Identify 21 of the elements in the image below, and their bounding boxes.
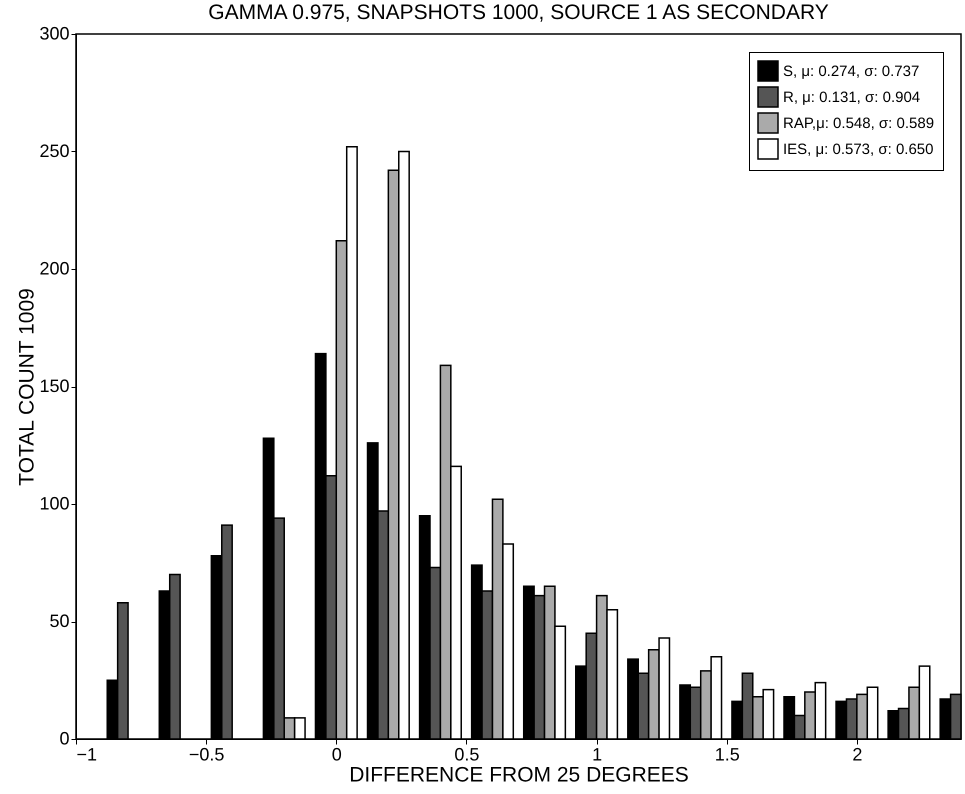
x-tick-label: −1 xyxy=(76,744,98,764)
y-tick-label: 100 xyxy=(39,494,70,514)
x-tick-label: 1 xyxy=(592,744,602,764)
x-tick-label: −0.5 xyxy=(188,744,224,764)
y-tick-label: 300 xyxy=(39,24,70,44)
x-tick-label: 1.5 xyxy=(714,744,740,764)
x-tick-label: 0.5 xyxy=(454,744,480,764)
y-tick-label: 50 xyxy=(49,611,70,631)
legend-label: RAP,μ: 0.548, σ: 0.589 xyxy=(783,115,934,132)
x-tick-label: 2 xyxy=(852,744,862,764)
chart-title: GAMMA 0.975, SNAPSHOTS 1000, SOURCE 1 AS SECONDARY xyxy=(208,1,829,24)
y-tick-label: 150 xyxy=(39,376,70,396)
y-tick-label: 250 xyxy=(39,141,70,161)
legend-label: S, μ: 0.274, σ: 0.737 xyxy=(783,63,920,80)
x-axis-title: DIFFERENCE FROM 25 DEGREES xyxy=(349,764,689,786)
y-tick-label: 200 xyxy=(39,258,70,278)
y-axis-title: TOTAL COUNT 1009 xyxy=(15,288,38,486)
x-tick-label: 0 xyxy=(332,744,342,764)
legend-label: IES, μ: 0.573, σ: 0.650 xyxy=(783,141,934,158)
legend-label: R, μ: 0.131, σ: 0.904 xyxy=(783,89,920,106)
y-tick-label: 0 xyxy=(59,728,70,748)
